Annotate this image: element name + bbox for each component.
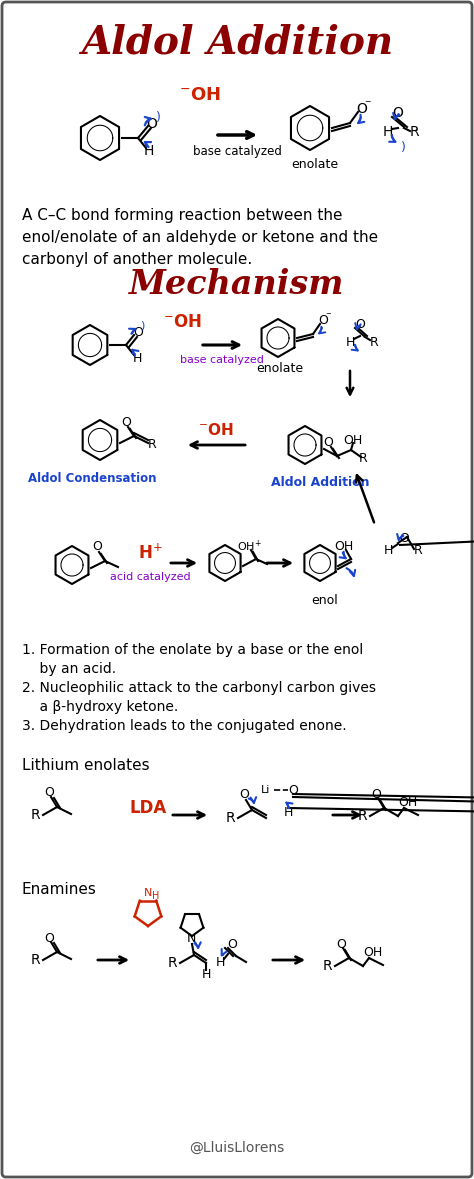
- Text: H: H: [383, 545, 392, 558]
- Text: OH: OH: [364, 947, 383, 960]
- Text: enol/enolate of an aldehyde or ketone and the: enol/enolate of an aldehyde or ketone an…: [22, 230, 378, 245]
- Text: O: O: [392, 106, 403, 120]
- Text: R: R: [414, 545, 422, 558]
- Text: carbonyl of another molecule.: carbonyl of another molecule.: [22, 252, 252, 266]
- Text: O: O: [92, 540, 102, 553]
- Text: N: N: [144, 888, 152, 898]
- Text: O: O: [44, 786, 54, 799]
- Text: O: O: [356, 103, 367, 116]
- Text: O: O: [336, 937, 346, 950]
- Text: R: R: [30, 808, 40, 822]
- Text: H: H: [201, 968, 210, 981]
- Text: acid catalyzed: acid catalyzed: [109, 572, 191, 582]
- Text: R: R: [357, 809, 367, 823]
- Text: Aldol Addition: Aldol Addition: [81, 24, 393, 61]
- Text: O: O: [288, 784, 298, 797]
- Text: 1. Formation of the enolate by a base or the enol: 1. Formation of the enolate by a base or…: [22, 643, 363, 657]
- Text: R: R: [370, 336, 378, 349]
- Text: OH$^{+}$: OH$^{+}$: [237, 539, 262, 554]
- Text: a β-hydroxy ketone.: a β-hydroxy ketone.: [22, 700, 178, 714]
- Text: Enamines: Enamines: [22, 882, 97, 897]
- Text: base catalyzed: base catalyzed: [180, 355, 264, 365]
- Text: O: O: [239, 789, 249, 802]
- Text: $^{-}$: $^{-}$: [326, 311, 333, 321]
- Text: O: O: [318, 315, 328, 328]
- Text: by an acid.: by an acid.: [22, 661, 116, 676]
- Text: base catalyzed: base catalyzed: [192, 145, 282, 158]
- Text: H: H: [132, 351, 142, 364]
- Text: $^{-}$OH: $^{-}$OH: [179, 86, 221, 104]
- Text: LDA: LDA: [129, 799, 167, 817]
- Text: ): ): [155, 112, 160, 125]
- Text: O: O: [227, 937, 237, 950]
- Text: H: H: [346, 336, 355, 349]
- Text: @LluisLlorens: @LluisLlorens: [190, 1141, 284, 1155]
- Text: O: O: [121, 415, 131, 428]
- Text: O: O: [355, 317, 365, 330]
- Text: 3. Dehydration leads to the conjugated enone.: 3. Dehydration leads to the conjugated e…: [22, 719, 346, 733]
- Text: R: R: [359, 453, 367, 466]
- Text: $^{-}$OH: $^{-}$OH: [163, 312, 201, 331]
- Text: OH: OH: [398, 797, 418, 810]
- Text: H: H: [152, 891, 160, 901]
- Text: O: O: [146, 117, 157, 131]
- Text: R: R: [167, 956, 177, 970]
- Text: O: O: [323, 436, 333, 449]
- Text: N: N: [186, 933, 196, 946]
- Text: O: O: [371, 788, 381, 801]
- Text: ): ): [401, 140, 405, 153]
- Text: H: H: [283, 806, 292, 819]
- Text: H: H: [144, 144, 154, 158]
- Text: Li: Li: [261, 785, 271, 795]
- Text: Lithium enolates: Lithium enolates: [22, 758, 150, 773]
- Text: Mechanism: Mechanism: [129, 269, 345, 302]
- Text: O: O: [44, 931, 54, 944]
- Text: R: R: [30, 953, 40, 967]
- Text: H$^{+}$: H$^{+}$: [138, 544, 162, 562]
- Text: Aldol Addition: Aldol Addition: [271, 476, 369, 489]
- Text: Aldol Condensation: Aldol Condensation: [28, 472, 156, 485]
- Text: $^{-}$: $^{-}$: [364, 99, 372, 108]
- Text: 2. Nucleophilic attack to the carbonyl carbon gives: 2. Nucleophilic attack to the carbonyl c…: [22, 681, 376, 694]
- Text: R: R: [409, 125, 419, 139]
- Text: OH: OH: [334, 540, 354, 553]
- Text: enolate: enolate: [292, 158, 338, 171]
- Text: R: R: [322, 959, 332, 973]
- Text: H: H: [215, 955, 225, 968]
- Text: A C–C bond forming reaction between the: A C–C bond forming reaction between the: [22, 208, 343, 223]
- Text: O: O: [133, 327, 143, 340]
- Text: O: O: [399, 533, 409, 546]
- Text: ): ): [140, 321, 144, 331]
- Text: R: R: [225, 811, 235, 825]
- Text: OH: OH: [343, 435, 363, 448]
- Text: H: H: [383, 125, 393, 139]
- Text: enolate: enolate: [256, 362, 303, 375]
- Text: enol: enol: [311, 594, 338, 607]
- Text: R: R: [147, 439, 156, 452]
- Text: $^{-}$OH: $^{-}$OH: [198, 422, 234, 439]
